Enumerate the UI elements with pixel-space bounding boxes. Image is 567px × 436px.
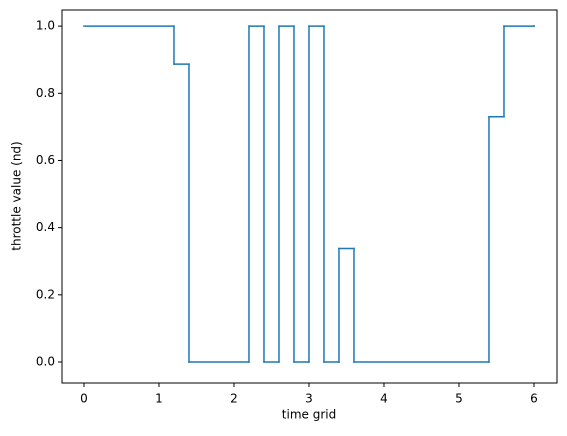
x-tick-label: 2 xyxy=(230,392,238,406)
y-tick-label: 0.6 xyxy=(36,153,55,167)
y-tick-label: 0.0 xyxy=(36,355,55,369)
y-tick-label: 0.2 xyxy=(36,287,55,301)
x-tick-label: 1 xyxy=(155,392,163,406)
x-tick-label: 4 xyxy=(380,392,388,406)
x-tick-label: 3 xyxy=(305,392,313,406)
x-axis-label: time grid xyxy=(282,408,336,422)
y-tick-label: 0.8 xyxy=(36,86,55,100)
y-tick-label: 1.0 xyxy=(36,19,55,33)
plot-frame xyxy=(61,9,558,384)
x-tick-label: 5 xyxy=(455,392,463,406)
x-tick-label: 0 xyxy=(80,392,88,406)
x-tick-label: 6 xyxy=(530,392,538,406)
y-tick-label: 0.4 xyxy=(36,220,55,234)
y-axis-label: throttle value (nd) xyxy=(10,141,24,250)
